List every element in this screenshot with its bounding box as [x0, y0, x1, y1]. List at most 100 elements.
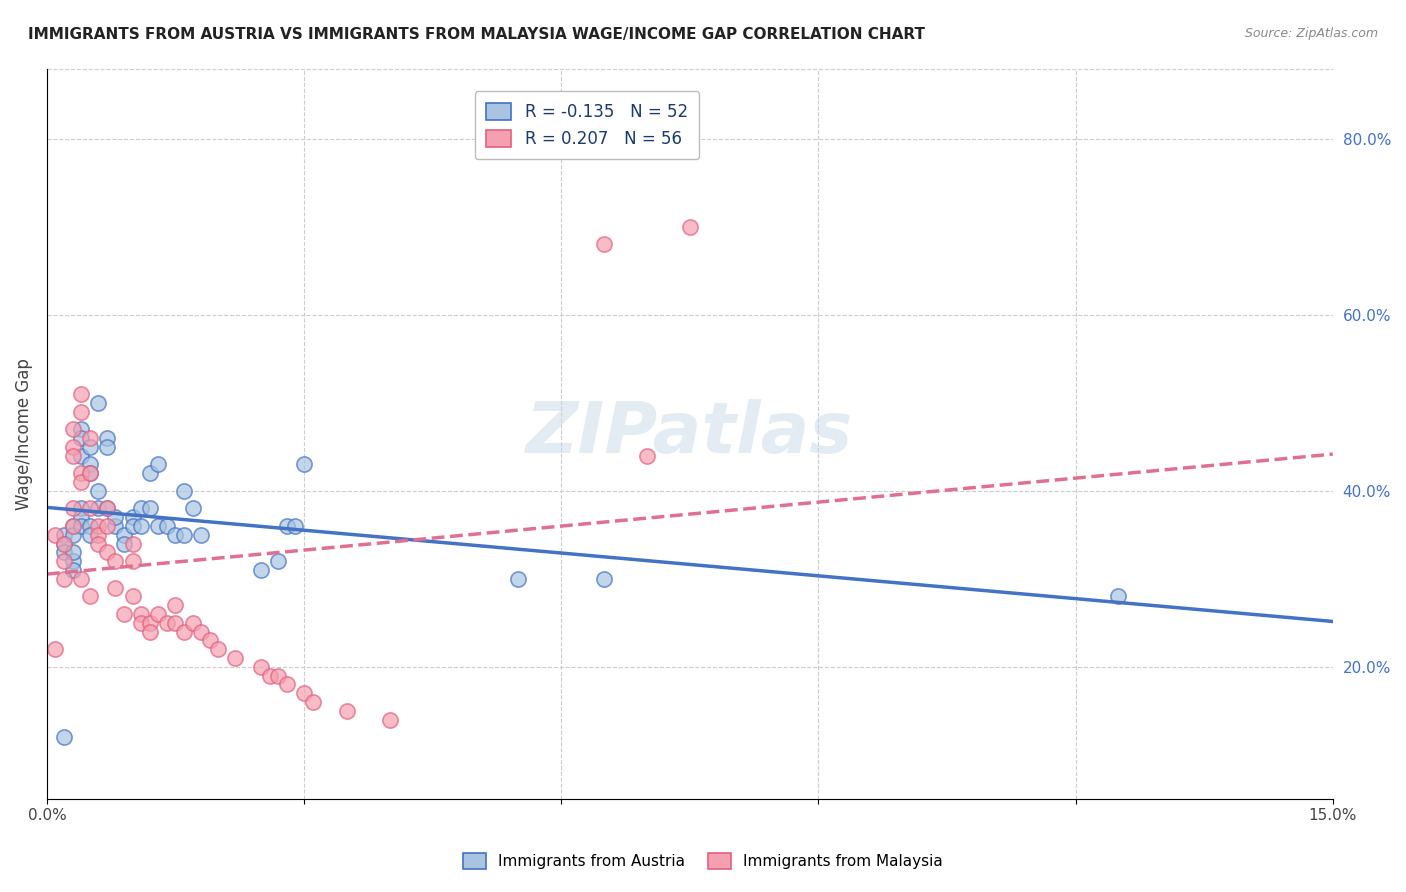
- Point: [276, 519, 298, 533]
- Point: [121, 510, 143, 524]
- Point: [156, 519, 179, 533]
- Point: [53, 545, 76, 559]
- Point: [267, 554, 290, 568]
- Point: [129, 501, 152, 516]
- Point: [62, 422, 84, 436]
- Point: [96, 519, 118, 533]
- Point: [148, 458, 170, 472]
- Point: [96, 440, 118, 454]
- Point: [112, 536, 135, 550]
- Point: [62, 554, 84, 568]
- Point: [79, 440, 101, 454]
- Point: [70, 510, 93, 524]
- Point: [112, 607, 135, 621]
- Point: [70, 501, 93, 516]
- Point: [70, 572, 93, 586]
- Legend: Immigrants from Austria, Immigrants from Malaysia: Immigrants from Austria, Immigrants from…: [457, 847, 949, 875]
- Point: [139, 624, 162, 639]
- Point: [70, 475, 93, 489]
- Point: [87, 501, 110, 516]
- Point: [190, 528, 212, 542]
- Point: [53, 528, 76, 542]
- Point: [129, 615, 152, 630]
- Point: [104, 554, 127, 568]
- Y-axis label: Wage/Income Gap: Wage/Income Gap: [15, 358, 32, 509]
- Point: [139, 467, 162, 481]
- Point: [121, 590, 143, 604]
- Point: [139, 615, 162, 630]
- Point: [198, 633, 221, 648]
- Point: [53, 536, 76, 550]
- Point: [87, 528, 110, 542]
- Point: [53, 572, 76, 586]
- Point: [87, 519, 110, 533]
- Point: [267, 668, 290, 682]
- Point: [173, 624, 195, 639]
- Point: [165, 528, 187, 542]
- Text: Source: ZipAtlas.com: Source: ZipAtlas.com: [1244, 27, 1378, 40]
- Point: [284, 519, 307, 533]
- Point: [508, 572, 530, 586]
- Point: [62, 563, 84, 577]
- Point: [121, 536, 143, 550]
- Point: [87, 483, 110, 498]
- Point: [292, 458, 315, 472]
- Point: [70, 519, 93, 533]
- Point: [62, 501, 84, 516]
- Point: [181, 615, 204, 630]
- Point: [53, 730, 76, 744]
- Point: [250, 563, 273, 577]
- Point: [70, 467, 93, 481]
- Point: [104, 581, 127, 595]
- Point: [70, 387, 93, 401]
- Point: [276, 677, 298, 691]
- Point: [79, 458, 101, 472]
- Point: [129, 607, 152, 621]
- Point: [44, 642, 66, 657]
- Point: [79, 467, 101, 481]
- Point: [104, 519, 127, 533]
- Point: [121, 554, 143, 568]
- Point: [62, 545, 84, 559]
- Point: [79, 501, 101, 516]
- Point: [173, 483, 195, 498]
- Point: [259, 668, 281, 682]
- Legend: R = -0.135   N = 52, R = 0.207   N = 56: R = -0.135 N = 52, R = 0.207 N = 56: [475, 92, 699, 160]
- Point: [62, 519, 84, 533]
- Point: [378, 713, 401, 727]
- Point: [1107, 590, 1129, 604]
- Point: [104, 510, 127, 524]
- Point: [79, 590, 101, 604]
- Text: IMMIGRANTS FROM AUSTRIA VS IMMIGRANTS FROM MALAYSIA WAGE/INCOME GAP CORRELATION : IMMIGRANTS FROM AUSTRIA VS IMMIGRANTS FR…: [28, 27, 925, 42]
- Point: [79, 519, 101, 533]
- Point: [121, 519, 143, 533]
- Point: [70, 422, 93, 436]
- Point: [70, 449, 93, 463]
- Point: [165, 598, 187, 612]
- Point: [139, 501, 162, 516]
- Point: [62, 528, 84, 542]
- Point: [62, 440, 84, 454]
- Point: [62, 449, 84, 463]
- Point: [292, 686, 315, 700]
- Point: [96, 501, 118, 516]
- Point: [44, 528, 66, 542]
- Point: [70, 404, 93, 418]
- Point: [250, 660, 273, 674]
- Point: [96, 545, 118, 559]
- Point: [679, 219, 702, 234]
- Point: [593, 237, 616, 252]
- Point: [79, 528, 101, 542]
- Point: [62, 519, 84, 533]
- Point: [224, 651, 246, 665]
- Point: [181, 501, 204, 516]
- Point: [112, 528, 135, 542]
- Point: [87, 396, 110, 410]
- Point: [636, 449, 658, 463]
- Point: [79, 431, 101, 445]
- Point: [190, 624, 212, 639]
- Point: [173, 528, 195, 542]
- Point: [336, 704, 359, 718]
- Point: [207, 642, 229, 657]
- Point: [53, 554, 76, 568]
